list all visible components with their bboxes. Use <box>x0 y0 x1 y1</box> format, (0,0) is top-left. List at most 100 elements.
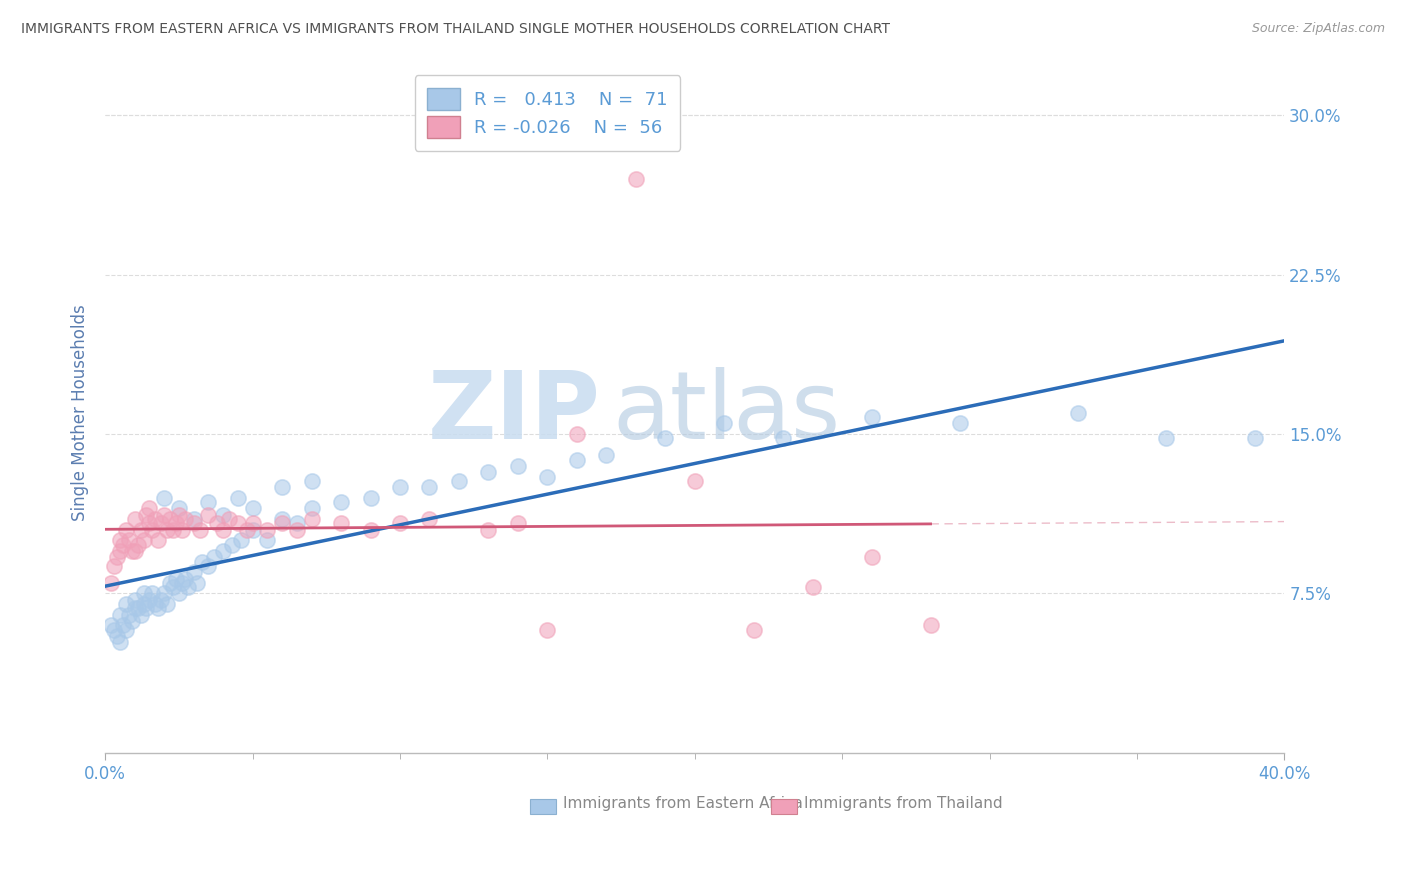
Point <box>654 431 676 445</box>
Point <box>156 523 179 537</box>
Point <box>920 618 942 632</box>
Point <box>256 533 278 548</box>
Point <box>1243 431 1265 445</box>
Point <box>153 586 176 600</box>
Point <box>197 558 219 573</box>
Point <box>132 533 155 548</box>
Point <box>772 431 794 445</box>
Point <box>330 516 353 531</box>
Point <box>153 491 176 505</box>
Point <box>173 512 195 526</box>
Point <box>271 512 294 526</box>
Point <box>143 512 166 526</box>
Point <box>256 523 278 537</box>
Point <box>506 516 529 531</box>
Point <box>242 501 264 516</box>
Point <box>186 575 208 590</box>
Point <box>141 523 163 537</box>
Point <box>418 512 440 526</box>
Point <box>565 427 588 442</box>
Point <box>129 607 152 622</box>
Point <box>108 544 131 558</box>
Point <box>301 501 323 516</box>
Point <box>418 480 440 494</box>
Point <box>860 410 883 425</box>
Point <box>477 466 499 480</box>
Point <box>138 501 160 516</box>
Text: Immigrants from Eastern Africa: Immigrants from Eastern Africa <box>562 797 803 811</box>
Point <box>595 448 617 462</box>
Text: IMMIGRANTS FROM EASTERN AFRICA VS IMMIGRANTS FROM THAILAND SINGLE MOTHER HOUSEHO: IMMIGRANTS FROM EASTERN AFRICA VS IMMIGR… <box>21 22 890 37</box>
Point <box>229 533 252 548</box>
Point <box>115 523 138 537</box>
Point <box>565 452 588 467</box>
Point <box>118 533 141 548</box>
Point <box>170 575 193 590</box>
Point <box>242 516 264 531</box>
Point <box>138 516 160 531</box>
Point <box>148 601 170 615</box>
Point <box>860 550 883 565</box>
Point <box>624 172 647 186</box>
Point <box>115 597 138 611</box>
Point <box>388 480 411 494</box>
Point <box>111 618 134 632</box>
Point <box>183 516 205 531</box>
Text: ZIP: ZIP <box>427 367 600 458</box>
Point <box>135 601 157 615</box>
Point <box>127 601 149 615</box>
Point <box>103 623 125 637</box>
Text: Source: ZipAtlas.com: Source: ZipAtlas.com <box>1251 22 1385 36</box>
Point <box>162 523 184 537</box>
Point <box>108 635 131 649</box>
Point <box>447 474 470 488</box>
Point <box>477 523 499 537</box>
Point <box>105 550 128 565</box>
Point <box>118 607 141 622</box>
Point <box>226 516 249 531</box>
Point <box>1156 431 1178 445</box>
Point <box>301 512 323 526</box>
Point <box>135 508 157 522</box>
Point <box>212 523 235 537</box>
Point <box>183 512 205 526</box>
Point <box>159 512 181 526</box>
Point <box>202 550 225 565</box>
Text: Immigrants from Thailand: Immigrants from Thailand <box>804 797 1002 811</box>
Point <box>167 501 190 516</box>
Point <box>150 592 173 607</box>
Point <box>235 523 257 537</box>
Point <box>205 516 228 531</box>
Point <box>108 533 131 548</box>
Point <box>100 575 122 590</box>
Point <box>221 538 243 552</box>
Point <box>167 508 190 522</box>
Point <box>124 601 146 615</box>
Point <box>170 523 193 537</box>
Point <box>103 558 125 573</box>
Point <box>285 523 308 537</box>
Point <box>111 538 134 552</box>
Point <box>536 469 558 483</box>
Point <box>150 516 173 531</box>
Point <box>742 623 765 637</box>
Point <box>127 538 149 552</box>
Point <box>1067 406 1090 420</box>
Point <box>165 516 187 531</box>
Point <box>536 623 558 637</box>
Point <box>173 572 195 586</box>
Point <box>148 533 170 548</box>
Text: atlas: atlas <box>612 367 841 458</box>
Point <box>124 544 146 558</box>
Point <box>330 495 353 509</box>
Point <box>165 572 187 586</box>
Point <box>218 512 240 526</box>
Point <box>226 491 249 505</box>
Legend: R =   0.413    N =  71, R = -0.026    N =  56: R = 0.413 N = 71, R = -0.026 N = 56 <box>415 75 681 151</box>
Point <box>156 597 179 611</box>
Point <box>138 592 160 607</box>
Point <box>115 623 138 637</box>
Point <box>212 508 235 522</box>
Point <box>506 458 529 473</box>
Point <box>388 516 411 531</box>
